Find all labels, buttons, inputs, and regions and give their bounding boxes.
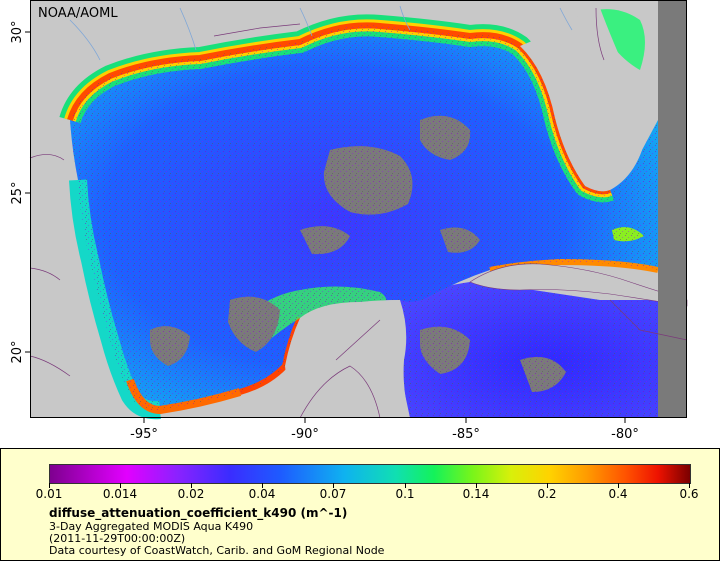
colorbar-tick <box>120 483 121 488</box>
colorbar-tick <box>333 483 334 488</box>
variable-title: diffuse_attenuation_coefficient_k490 (m^… <box>49 506 348 520</box>
lat-label-25: 25° <box>10 181 25 204</box>
date-line: (2011-11-29T00:00:00Z) <box>49 532 186 545</box>
colorbar-tick-label: 0.2 <box>537 487 557 501</box>
colorbar-tick <box>262 483 263 488</box>
colorbar-tick <box>618 483 619 488</box>
credit-line: Data courtesy of CoastWatch, Carib. and … <box>49 544 385 557</box>
lat-label-20: 20° <box>10 340 25 363</box>
lat-tick-marks <box>25 31 30 353</box>
colorbar-tick-label: 0.02 <box>177 487 205 501</box>
lon-label-80: -80° <box>611 427 639 442</box>
atlantic-coast-band <box>596 9 645 70</box>
map-svg: NOAA/AOML -95° -90° -85° -80° 30° 25° 20… <box>10 0 688 442</box>
colorbar-tick-label: 0.6 <box>679 487 699 501</box>
colorbar-tick-label: 0.4 <box>608 487 628 501</box>
atlantic-nodata <box>658 0 687 418</box>
data-speckle <box>70 25 658 411</box>
lat-label-30: 30° <box>10 20 25 43</box>
colorbar-tick <box>476 483 477 488</box>
colorbar-labels: 0.01 0.014 0.02 0.04 0.07 0.1 0.14 0.2 0.4 0.6 <box>36 487 699 503</box>
colorbar-tick <box>405 483 406 488</box>
yucatan-land <box>285 300 410 418</box>
lon-label-85: -85° <box>452 427 480 442</box>
colorbar-tick <box>547 483 548 488</box>
map-border <box>30 0 687 418</box>
dataset-line: 3-Day Aggregated MODIS Aqua K490 <box>49 520 254 533</box>
florida-land <box>520 8 643 192</box>
legend-panel: 0.01 0.014 0.02 0.04 0.07 0.1 0.14 0.2 0.4 0.6 di… <box>0 448 720 561</box>
colorbar-tick-label: 0.04 <box>248 487 276 501</box>
colorbar-tick-label: 0.1 <box>395 487 415 501</box>
colorbar-tick <box>49 483 50 488</box>
lon-label-95: -95° <box>130 427 158 442</box>
colorbar-tick-label: 0.14 <box>462 487 490 501</box>
lon-tick-marks <box>143 418 626 423</box>
colorbar-tick <box>689 483 690 488</box>
colorbar-ticks <box>49 483 691 489</box>
colorbar-tick <box>191 483 192 488</box>
map-panel: NOAA/AOML -95° -90° -85° -80° 30° 25° 20… <box>10 0 688 442</box>
rivers <box>69 5 573 61</box>
colorbar <box>49 464 691 484</box>
political-borders <box>29 7 688 419</box>
lon-label-90: -90° <box>291 427 319 442</box>
colorbar-tick-label: 0.01 <box>35 487 63 501</box>
colorbar-tick-label: 0.014 <box>102 487 138 501</box>
colorbar-tick-label: 0.07 <box>319 487 347 501</box>
caribbean-speckle <box>400 282 687 418</box>
attribution-label: NOAA/AOML <box>38 6 118 21</box>
